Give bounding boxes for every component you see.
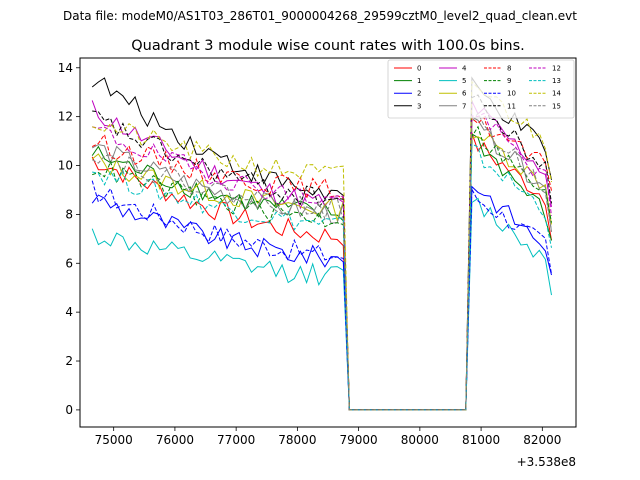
series-line-12	[92, 112, 552, 411]
y-tick-label: 0	[65, 403, 73, 417]
legend-label: 13	[552, 77, 561, 85]
series-line-4	[91, 100, 552, 411]
legend-box	[387, 59, 575, 119]
y-tick-label: 14	[58, 61, 73, 75]
legend-label: 3	[417, 102, 421, 110]
legend-label: 2	[417, 90, 421, 98]
legend-label: 14	[552, 90, 561, 98]
series-line-8	[91, 116, 552, 411]
x-tick-label: 77000	[217, 433, 255, 447]
legend-label: 8	[507, 65, 511, 73]
y-tick-label: 6	[65, 256, 73, 270]
x-tick-label: 76000	[156, 433, 194, 447]
legend-label: 7	[462, 102, 466, 110]
series-line-14	[92, 80, 552, 411]
legend-label: 5	[462, 77, 466, 85]
series-line-13	[92, 143, 552, 411]
series-line-11	[92, 94, 552, 411]
series-line-6	[91, 134, 552, 411]
series-line-1	[91, 133, 552, 411]
legend-label: 12	[552, 65, 561, 73]
legend-label: 4	[462, 65, 467, 73]
figure-suptitle: Data file: modeM0/AS1T03_286T01_90000042…	[63, 9, 577, 23]
series-line-0	[91, 132, 552, 411]
series-line-10	[91, 180, 552, 411]
y-tick-label: 12	[58, 110, 73, 124]
x-tick-label: 78000	[278, 433, 316, 447]
chart-title: Quadrant 3 module wise count rates with …	[131, 38, 525, 54]
y-tick-label: 8	[65, 207, 73, 221]
legend-label: 6	[462, 90, 467, 98]
y-tick-label: 4	[65, 305, 73, 319]
x-offset-label: +3.538e8	[517, 455, 576, 469]
x-tick-label: 79000	[340, 433, 378, 447]
legend-label: 9	[507, 77, 511, 85]
x-tick-label: 80000	[401, 433, 439, 447]
series-line-9	[92, 125, 552, 411]
y-tick-label: 2	[65, 354, 73, 368]
x-tick-label: 82000	[523, 433, 561, 447]
series-line-5	[91, 197, 552, 411]
x-tick-label: 75000	[95, 433, 133, 447]
x-tick-label: 81000	[462, 433, 500, 447]
series-layer	[91, 76, 552, 411]
legend-label: 11	[507, 102, 516, 110]
legend-label: 1	[417, 77, 421, 85]
y-tick-label: 10	[58, 159, 73, 173]
legend-label: 0	[417, 65, 421, 73]
legend-label: 15	[552, 102, 561, 110]
legend-label: 10	[507, 90, 516, 98]
axes-layer: 75000 76000 77000 78000 79000 80000 81000 82000…	[58, 57, 577, 447]
plot-frame	[79, 57, 577, 428]
